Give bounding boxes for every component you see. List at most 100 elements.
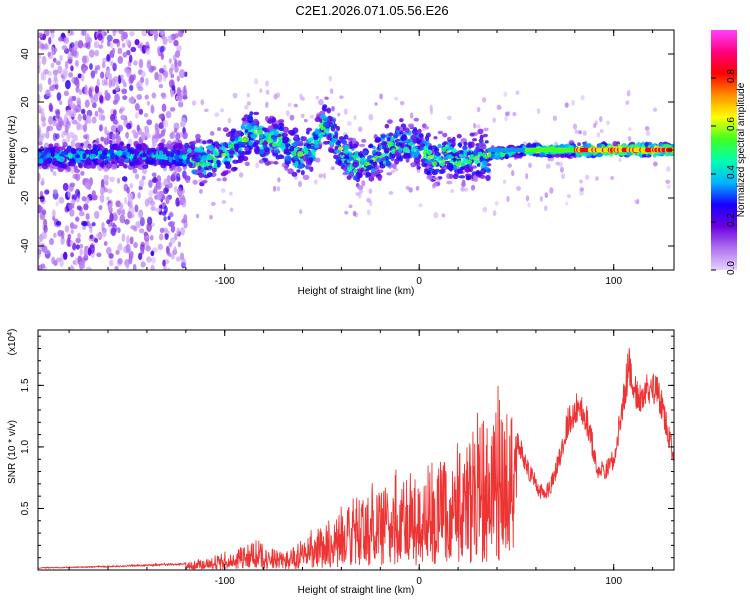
spectrogram-cell (150, 104, 155, 114)
spectrogram-cell (408, 142, 413, 146)
spectrogram-cell (126, 143, 131, 148)
spectrogram-cell (584, 174, 590, 180)
spectrogram-cell (545, 163, 551, 169)
spectrogram-cell (38, 172, 41, 182)
spectrogram-cell (179, 196, 186, 204)
spectrogram-cell (285, 151, 292, 156)
spectrogram-cell (47, 125, 54, 132)
spectrogram-cell (303, 118, 308, 123)
spectrogram-cell (145, 48, 151, 55)
spectrogram-cell (38, 65, 41, 74)
spectrogram-cell (352, 210, 357, 217)
spectrogram-cell (232, 159, 239, 164)
spectrogram-cell (426, 149, 432, 156)
spectrogram-cell (479, 156, 483, 163)
spectrogram-cell (472, 138, 477, 142)
spectrogram-cell (110, 125, 117, 133)
spectrogram-cell (299, 209, 303, 215)
spectrogram-cell (561, 173, 566, 180)
spectrogram-cell (175, 197, 180, 207)
spectrogram-cell (244, 128, 249, 133)
spectrogram-cell (159, 227, 165, 234)
spectrogram-cell (579, 190, 584, 196)
spectrogram-cell (460, 186, 465, 192)
spectrogram-cell (413, 157, 421, 164)
spectrogram-cell (77, 113, 82, 122)
spectrogram-cell (134, 151, 139, 157)
spectrogram-cell (187, 148, 192, 154)
spectrogram-cell (314, 117, 321, 123)
spectrogram-cell (156, 180, 162, 190)
spectrogram-cell (386, 137, 391, 142)
spectrogram-cell (395, 125, 400, 131)
spectrogram-cell (91, 116, 97, 124)
spectrogram-cell (173, 246, 177, 255)
spectrogram-cell (154, 122, 159, 132)
spectrogram-cell (458, 153, 463, 158)
spectrogram-cell (348, 152, 353, 157)
spectrogram-cell (319, 132, 326, 136)
spectrogram-cell (53, 259, 58, 267)
spectrogram-cell (66, 237, 71, 247)
spectrogram-cell (169, 237, 176, 244)
spectrogram-cell (162, 147, 168, 152)
spectrogram-cell (427, 155, 434, 159)
spectrogram-cell (483, 127, 489, 132)
spectrogram-cell (93, 92, 99, 103)
spectrogram-cell (525, 144, 531, 149)
spectrogram-cell (78, 211, 85, 217)
spectrogram-cell (177, 95, 183, 102)
spectrogram-cell (572, 123, 578, 130)
spectrogram-cell (99, 162, 105, 168)
spectrogram-cell (255, 145, 260, 150)
spectrogram-cell (71, 203, 75, 209)
spectrogram-cell (49, 85, 55, 92)
spectrogram-cell (39, 195, 45, 203)
spectrogram-cell (129, 74, 135, 84)
spectrogram-cell (446, 115, 452, 121)
spectrogram-cell (238, 150, 242, 155)
spectrogram-cell (170, 224, 176, 233)
spectrogram-cell (395, 142, 403, 147)
spectrogram-cell (309, 157, 314, 163)
spectrogram-cell (56, 92, 62, 101)
spectrogram-cell (403, 146, 410, 153)
spectrogram-cell (446, 153, 453, 160)
spectrogram-cell (599, 129, 604, 134)
spectrogram-cell (207, 139, 213, 144)
spectrogram-cell (565, 201, 569, 206)
spectrogram-cell (229, 191, 233, 196)
spectrogram-cell (504, 153, 509, 160)
spectrogram-cell (89, 177, 93, 187)
spectrogram-cell (114, 93, 120, 103)
spectrogram-cell (49, 104, 54, 113)
colorbar: 0.0 0.2 0.4 0.6 0.8 Normalized spectral ampl… (711, 30, 747, 275)
spectrogram-cell (169, 67, 173, 75)
spectrogram-cell (361, 138, 367, 143)
spectrogram-cell (411, 128, 418, 135)
spectrogram-cell (122, 51, 128, 58)
spectrogram-cell (162, 128, 167, 133)
spectrogram-cell (146, 119, 153, 126)
spectrogram-cell (206, 172, 213, 178)
spectrogram-cell (390, 169, 396, 174)
spectrogram-cell (120, 32, 125, 42)
spectrogram-cell (374, 136, 382, 143)
spectrogram-cell (464, 164, 470, 169)
spectrogram-cell (337, 160, 343, 167)
spectrogram-cell (168, 212, 174, 218)
spectrogram-cell (69, 209, 75, 217)
spectrogram-cell (327, 134, 332, 139)
spectrogram-cell (197, 165, 202, 170)
spectrogram-cell (386, 172, 393, 176)
spectrogram-panel: -100 0 100 -40 -20 0 20 40 Height of straight l… (7, 29, 675, 297)
spectrogram-cell (97, 158, 103, 165)
spectrogram-cell (61, 45, 68, 51)
spectrogram-cell (380, 134, 387, 139)
spectrogram-cell (352, 161, 359, 168)
spectrogram-cell (203, 108, 209, 113)
spectrogram-cell (177, 60, 182, 67)
spectrogram-cell (566, 153, 572, 158)
spectrogram-cell (525, 195, 530, 202)
